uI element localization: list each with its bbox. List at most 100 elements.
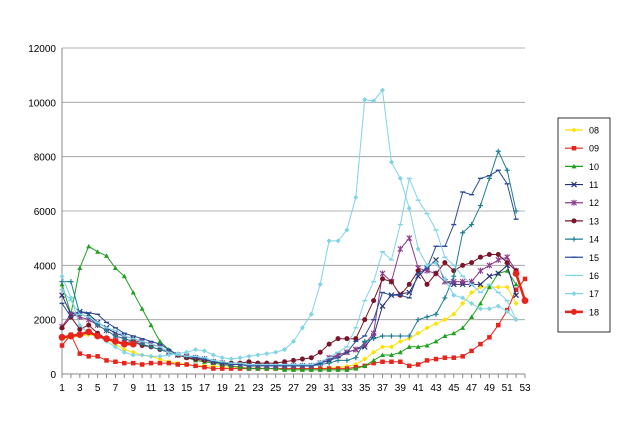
series-line-11 xyxy=(61,259,517,367)
data-point-14 xyxy=(486,175,492,181)
axes xyxy=(61,48,526,378)
data-point-13 xyxy=(362,317,368,323)
data-point-09 xyxy=(407,363,412,369)
data-point-13 xyxy=(388,279,394,285)
data-point-17 xyxy=(282,347,288,353)
data-point-09 xyxy=(86,354,91,359)
data-point-13 xyxy=(495,251,501,257)
data-point-10 xyxy=(504,268,510,273)
data-point-18 xyxy=(67,332,75,340)
data-point-17 xyxy=(59,273,65,279)
data-point-11 xyxy=(486,273,493,280)
data-point-13 xyxy=(486,251,492,257)
data-point-13 xyxy=(433,270,439,276)
series-15 xyxy=(59,169,519,367)
data-point-08 xyxy=(388,344,394,350)
legend-swatch-marker xyxy=(571,127,577,133)
data-point-10 xyxy=(460,325,466,330)
data-point-09 xyxy=(415,362,421,367)
legend-label: 08 xyxy=(589,126,599,136)
data-point-10 xyxy=(353,366,359,371)
data-point-17 xyxy=(460,295,466,301)
x-tick-label: 17 xyxy=(199,383,211,394)
data-point-12 xyxy=(370,330,377,337)
series-line-16 xyxy=(61,177,517,365)
data-point-08 xyxy=(442,317,448,323)
data-point-17 xyxy=(166,352,172,358)
data-point-13 xyxy=(299,356,305,362)
series-line-14 xyxy=(62,150,517,367)
data-point-10 xyxy=(130,290,136,295)
data-point-13 xyxy=(477,254,483,260)
data-point-09 xyxy=(175,362,180,367)
data-point-18 xyxy=(103,335,110,343)
legend-item-14: 14 xyxy=(565,235,599,245)
data-point-13 xyxy=(308,355,314,361)
data-point-17 xyxy=(68,295,74,301)
data-point-09 xyxy=(148,360,154,366)
x-tick-label: 35 xyxy=(359,383,371,394)
data-point-14 xyxy=(388,333,394,339)
data-point-10 xyxy=(95,249,101,254)
data-point-09 xyxy=(451,355,457,360)
data-point-12 xyxy=(486,262,493,269)
data-point-08 xyxy=(157,356,163,362)
data-point-08 xyxy=(121,347,127,353)
data-point-10 xyxy=(344,367,350,372)
x-tick-label: 27 xyxy=(288,383,300,394)
data-point-12 xyxy=(352,346,359,353)
y-tick-label: 4000 xyxy=(34,261,57,272)
data-point-10 xyxy=(397,349,403,355)
data-point-13 xyxy=(504,260,510,266)
data-point-10 xyxy=(77,265,83,271)
data-point-14 xyxy=(451,273,457,279)
data-point-10 xyxy=(406,344,412,349)
data-point-09 xyxy=(460,354,465,359)
grid-lines xyxy=(62,47,525,321)
data-point-13 xyxy=(415,268,421,274)
series-line-12 xyxy=(61,237,517,367)
data-point-17 xyxy=(486,306,492,312)
y-tick-label: 2000 xyxy=(34,316,57,327)
data-point-13 xyxy=(460,262,466,268)
series-16 xyxy=(59,177,519,366)
data-point-11 xyxy=(513,292,520,299)
legend-item-12: 12 xyxy=(565,198,599,208)
data-point-13 xyxy=(335,336,341,342)
data-point-10 xyxy=(442,333,448,338)
data-point-12 xyxy=(495,256,502,263)
data-point-17 xyxy=(433,260,439,266)
data-point-09 xyxy=(77,351,83,356)
data-point-17 xyxy=(335,238,341,244)
data-point-08 xyxy=(371,349,377,355)
data-point-13 xyxy=(424,281,430,287)
series-line-08 xyxy=(61,286,517,370)
data-point-08 xyxy=(469,290,475,295)
data-point-08 xyxy=(495,284,501,290)
data-point-14 xyxy=(406,333,412,339)
y-tick-label: 0 xyxy=(50,370,56,381)
data-point-10 xyxy=(139,306,145,311)
data-point-17 xyxy=(371,98,377,104)
data-point-18 xyxy=(521,297,529,305)
data-point-17 xyxy=(291,338,296,344)
data-point-10 xyxy=(486,284,492,290)
data-point-09 xyxy=(139,362,145,367)
data-point-14 xyxy=(504,167,510,173)
data-point-17 xyxy=(255,352,261,358)
data-point-09 xyxy=(389,359,394,365)
legend-label: 11 xyxy=(589,180,598,190)
data-point-10 xyxy=(157,338,163,344)
data-point-10 xyxy=(424,342,430,348)
data-point-14 xyxy=(371,336,377,342)
legend-swatch-marker xyxy=(571,236,577,242)
data-point-08 xyxy=(362,356,368,362)
data-point-12 xyxy=(459,278,466,285)
data-point-14 xyxy=(424,314,430,320)
data-point-17 xyxy=(513,317,519,323)
data-point-18 xyxy=(512,270,520,277)
data-point-10 xyxy=(433,338,439,344)
data-point-13 xyxy=(344,336,350,342)
data-point-17 xyxy=(477,306,483,312)
